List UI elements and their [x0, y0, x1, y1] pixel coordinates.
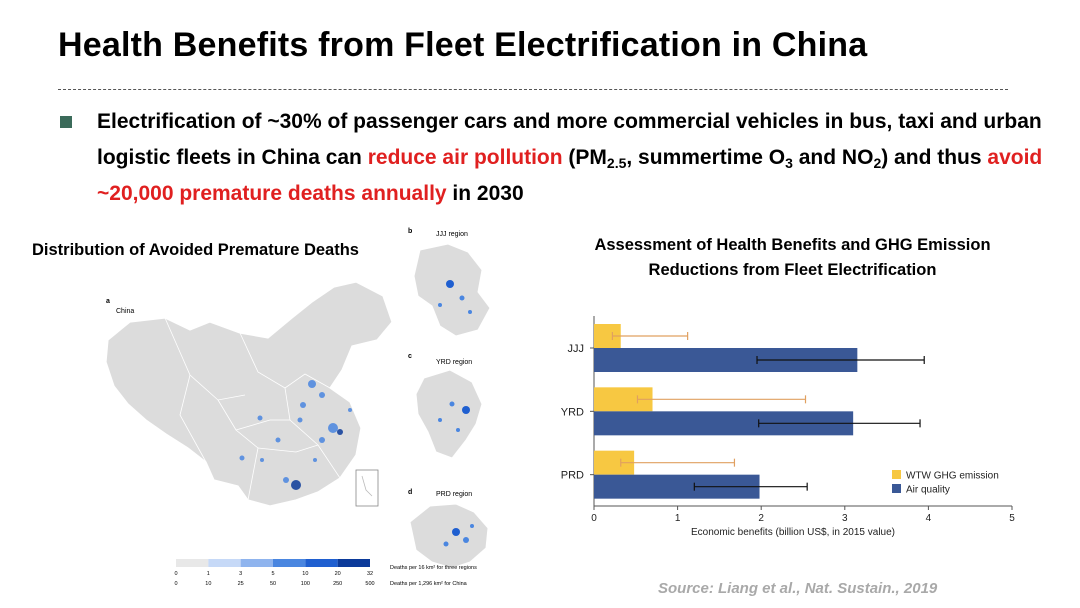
y-category-label: JJJ	[568, 343, 585, 355]
yrd-map-shape	[415, 369, 483, 459]
page-title: Health Benefits from Fleet Electrificati…	[58, 26, 868, 64]
map-color-legend: 0 1 3 5 10 20 32 0 10 25 50 100 250 500	[174, 559, 375, 587]
x-tick-label: 1	[675, 513, 681, 524]
x-axis-label: Economic benefits (billion US$, in 2015 …	[691, 527, 895, 538]
legend-swatch	[273, 559, 306, 567]
china-hotspots	[239, 380, 352, 490]
legend-tick-regions: 32	[367, 571, 373, 577]
bullet-part: and NO	[792, 146, 874, 169]
prd-hotspots	[443, 524, 474, 547]
highlight-avoid-deaths: avoid ~20,000 premature deaths annually	[97, 146, 1043, 205]
bullet-square-icon	[60, 116, 72, 128]
legend-entry: Air quality	[906, 485, 950, 496]
panel-b-letter: b	[408, 228, 412, 235]
province-borders	[164, 317, 341, 501]
x-tick-label: 0	[591, 513, 597, 524]
chart-title: Assessment of Health Benefits and GHG Em…	[594, 236, 991, 279]
legend-swatch	[892, 484, 901, 493]
subscript: 2	[873, 155, 882, 171]
legend-tick-china: 10	[205, 581, 211, 587]
south-sea-inset	[355, 469, 379, 507]
bullet-part: ) and thus	[881, 146, 988, 169]
panel-a-label: China	[116, 308, 134, 315]
legend-tick-china: 0	[174, 581, 177, 587]
legend-swatch	[337, 559, 370, 567]
legend-swatch	[208, 559, 241, 567]
panel-c-letter: c	[408, 353, 412, 360]
map-section-title: Distribution of Avoided Premature Deaths	[32, 241, 359, 259]
subscript: 3	[785, 155, 793, 171]
legend-tick-china: 25	[238, 581, 244, 587]
x-tick-label: 3	[842, 513, 848, 524]
legend-swatch	[176, 559, 209, 567]
title-divider	[58, 89, 1008, 90]
legend-tick-regions: 0	[174, 571, 177, 577]
legend-swatch	[892, 470, 901, 479]
legend-tick-china: 50	[270, 581, 276, 587]
bullet-part: in 2030	[446, 182, 524, 205]
panel-d-label: PRD region	[436, 491, 472, 498]
prd-map-shape	[409, 503, 489, 569]
x-tick-label: 2	[758, 513, 764, 524]
panel-c-label: YRD region	[436, 359, 472, 366]
yrd-hotspots	[438, 401, 470, 432]
x-tick-label: 4	[926, 513, 932, 524]
subscript: 2.5	[606, 155, 627, 171]
legend-tick-regions: 1	[207, 571, 210, 577]
bullet-part: , summertime O	[626, 146, 786, 169]
legend-tick-regions: 10	[302, 571, 308, 577]
legend-tick-regions: 5	[271, 571, 274, 577]
legend-label-china: Deaths per 1,296 km² for China	[390, 581, 468, 587]
highlight-reduce-air-pollution: reduce air pollution	[367, 146, 563, 169]
legend-tick-regions: 20	[335, 571, 341, 577]
x-tick-label: 5	[1009, 513, 1015, 524]
y-category-label: YRD	[561, 406, 584, 418]
panel-b-label: JJJ region	[436, 231, 468, 238]
y-category-label: PRD	[561, 470, 584, 482]
panel-d-letter: d	[408, 489, 412, 496]
legend-swatch	[305, 559, 338, 567]
legend-entry: WTW GHG emission	[906, 471, 999, 482]
bullet-part: Electrification of ~30% of passenger car…	[97, 110, 1042, 169]
china-map-shape	[105, 281, 393, 507]
legend-tick-regions: 3	[239, 571, 242, 577]
panel-a-letter: a	[106, 298, 110, 305]
legend-tick-china: 250	[333, 581, 342, 587]
bullet-text: Electrification of ~30% of passenger car…	[97, 104, 1057, 212]
legend-tick-china: 100	[301, 581, 310, 587]
bullet-part: (PM	[562, 146, 607, 169]
legend-label-regions: Deaths per 16 km² for three regions	[390, 565, 477, 571]
source-citation: Source: Liang et al., Nat. Sustain., 201…	[658, 580, 938, 597]
legend-swatch	[240, 559, 273, 567]
jjj-hotspots	[438, 280, 472, 314]
legend-tick-china: 500	[365, 581, 374, 587]
